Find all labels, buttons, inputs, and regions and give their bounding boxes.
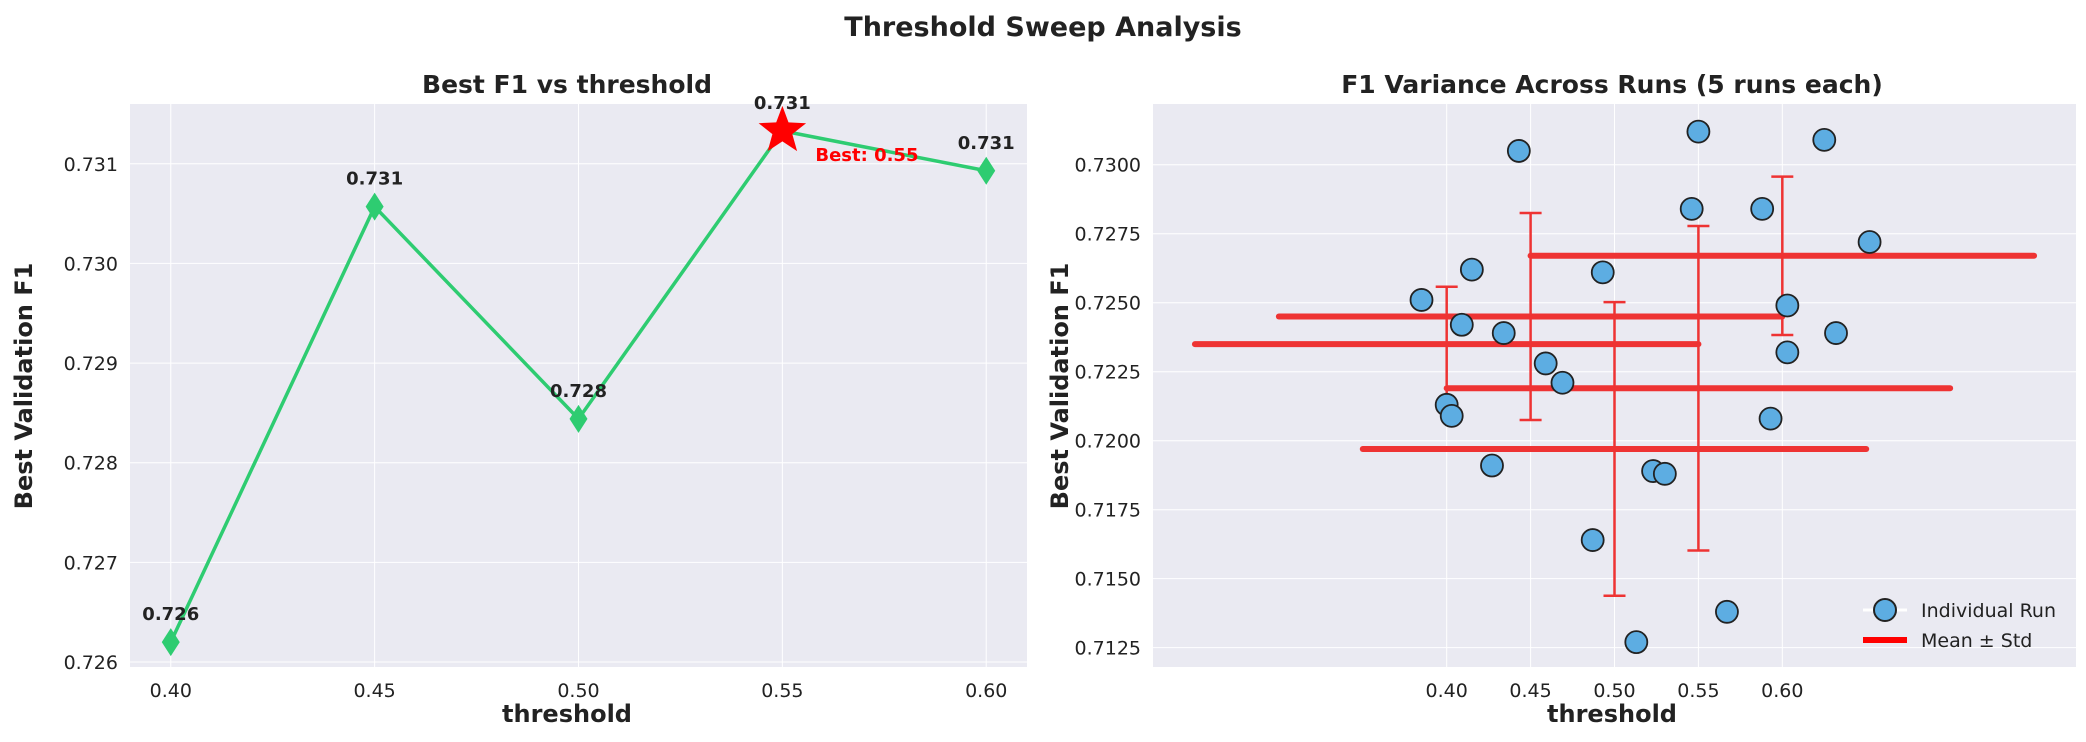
chart1-x-tick-label: 0.45 <box>353 680 395 702</box>
chart2-run-point <box>1480 453 1504 478</box>
chart2-run-point <box>1533 351 1558 376</box>
chart1-data-label: 0.728 <box>550 381 607 402</box>
chart1-point-marker <box>977 156 996 185</box>
chart2-run-point <box>1590 260 1615 285</box>
chart2-run-point <box>1409 288 1434 312</box>
chart2-x-tick-label: 0.40 <box>1426 680 1468 702</box>
chart1-data-label: 0.726 <box>142 604 199 625</box>
chart1-title: Best F1 vs threshold <box>422 70 712 99</box>
chart1-x-axis-label: threshold <box>502 700 632 728</box>
chart2-run-point <box>1652 461 1677 486</box>
chart2-run-point <box>1459 257 1484 282</box>
chart2-run-point <box>1624 630 1649 655</box>
chart2-run-point <box>1449 312 1474 337</box>
chart2-y-ticks: 0.7125 0.7150 0.7175 0.7200 0.7225 0.7250 0.72… <box>1075 155 1141 660</box>
chart1-data-label: 0.731 <box>346 169 403 190</box>
chart1-marks: 0.726 0.731 0.728 0.731 0.731 Best: 0.55 <box>142 93 1015 657</box>
chart2-run-point <box>1758 406 1783 431</box>
chart1-x-tick-label: 0.50 <box>557 680 599 702</box>
chart2-y-tick-label: 0.7300 <box>1075 155 1141 177</box>
chart1-y-tick-label: 0.730 <box>64 253 118 275</box>
chart2-y-tick-label: 0.7225 <box>1075 362 1141 384</box>
chart1-y-tick-label: 0.729 <box>64 353 118 375</box>
chart2-y-tick-label: 0.7175 <box>1075 500 1141 522</box>
chart2-run-point <box>1824 321 1848 345</box>
chart2-x-axis-label: threshold <box>1547 700 1677 728</box>
chart2-x-ticks: 0.40 0.45 0.50 0.55 0.60 <box>1426 680 1804 702</box>
legend-individual-run: Individual Run <box>1921 600 2056 622</box>
chart2-y-tick-label: 0.7150 <box>1075 569 1141 591</box>
chart2-y-tick-label: 0.7200 <box>1075 431 1141 453</box>
chart1-x-tick-label: 0.55 <box>761 680 803 702</box>
chart1-y-ticks: 0.726 0.727 0.728 0.729 0.730 0.731 <box>64 154 118 674</box>
chart1-point-marker <box>161 628 180 657</box>
chart1-data-label: 0.731 <box>958 133 1015 154</box>
chart2-x-tick-label: 0.55 <box>1677 680 1719 702</box>
chart2-x-tick-label: 0.45 <box>1509 680 1551 702</box>
chart1-x-tick-label: 0.40 <box>150 680 192 702</box>
chart2-run-point <box>1550 370 1575 395</box>
chart2-y-tick-label: 0.7250 <box>1075 293 1141 315</box>
chart2-title: F1 Variance Across Runs (5 runs each) <box>1341 70 1883 99</box>
chart2-run-point <box>1857 230 1882 254</box>
chart2-y-axis-label: Best Validation F1 <box>1046 263 1074 510</box>
chart1-y-tick-label: 0.726 <box>64 652 118 674</box>
chart2-run-point <box>1506 139 1531 163</box>
chart1-y-axis-label: Best Validation F1 <box>10 263 38 510</box>
legend-mean-std: Mean ± Std <box>1921 630 2032 652</box>
chart2-run-point <box>1715 599 1739 624</box>
chart1-x-ticks: 0.40 0.45 0.50 0.55 0.60 <box>150 680 1008 702</box>
chart1-point-marker <box>365 192 384 221</box>
chart-best-f1: 0.40 0.45 0.50 0.55 0.60 0.7260.7270.7280.72… <box>10 70 1027 728</box>
chart2-run-point <box>1775 340 1800 365</box>
chart-f1-variance: 0.40 0.45 0.50 0.55 0.60 0.71250.71500.71750… <box>1046 70 2076 728</box>
chart2-run-point <box>1750 196 1775 221</box>
chart2-y-tick-label: 0.7275 <box>1075 224 1141 246</box>
chart2-run-point <box>1812 127 1837 152</box>
chart1-y-tick-label: 0.731 <box>64 154 118 176</box>
chart2-marks <box>1191 119 2038 655</box>
chart2-run-point <box>1580 528 1605 552</box>
chart2-run-point <box>1686 119 1711 144</box>
chart1-y-tick-label: 0.728 <box>64 453 118 475</box>
chart1-best-star-marker <box>758 105 807 152</box>
chart2-run-point <box>1679 196 1704 221</box>
chart1-x-tick-label: 0.60 <box>965 680 1007 702</box>
chart2-run-point <box>1491 321 1516 345</box>
chart1-gridlines <box>130 104 1027 667</box>
chart2-run-point <box>1775 293 1800 318</box>
figure-title: Threshold Sweep Analysis <box>844 12 1241 43</box>
chart1-best-annotation: Best: 0.55 <box>815 145 918 166</box>
chart2-y-tick-label: 0.7125 <box>1075 638 1141 660</box>
chart1-point-marker <box>569 404 588 433</box>
chart1-data-label: 0.731 <box>754 93 811 114</box>
chart2-x-tick-label: 0.50 <box>1593 680 1635 702</box>
chart2-x-tick-label: 0.60 <box>1761 680 1803 702</box>
chart1-y-tick-label: 0.727 <box>64 552 118 574</box>
chart2-legend: Individual Run Mean ± Std <box>1863 598 2056 652</box>
legend-run-marker <box>1873 598 1897 622</box>
chart2-run-point <box>1439 403 1464 428</box>
